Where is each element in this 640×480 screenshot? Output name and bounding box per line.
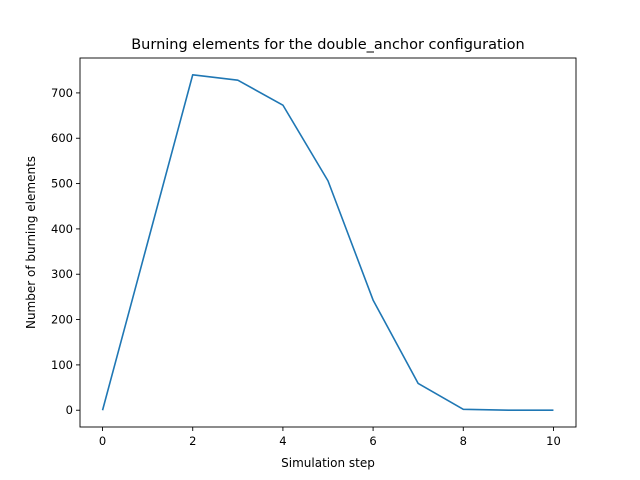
y-tick-label: 600: [51, 131, 73, 145]
x-tick-label: 10: [546, 434, 561, 448]
plot-area: [101, 73, 554, 412]
y-tick-label: 500: [51, 177, 73, 191]
series-line-0: [101, 73, 554, 412]
x-tick-label: 2: [189, 434, 196, 448]
y-tick-label: 0: [66, 403, 73, 417]
x-axis-ticks: 0 2 4 6 8 10: [99, 427, 561, 448]
y-axis-ticks: 0 100 200 300 400 500 600 700: [51, 86, 80, 417]
y-tick-label: 100: [51, 358, 73, 372]
x-axis-label: Simulation step: [281, 456, 375, 470]
y-tick-label: 200: [51, 313, 73, 327]
y-tick-label: 700: [51, 86, 73, 100]
chart-title: Burning elements for the double_anchor c…: [131, 37, 525, 53]
y-axis-label: Number of burning elements: [24, 156, 38, 329]
x-tick-label: 0: [99, 434, 106, 448]
x-tick-label: 6: [369, 434, 376, 448]
y-tick-label: 400: [51, 222, 73, 236]
x-tick-label: 8: [460, 434, 467, 448]
y-tick-label: 300: [51, 267, 73, 281]
axes-frame: [79, 57, 577, 428]
x-tick-label: 4: [279, 434, 286, 448]
